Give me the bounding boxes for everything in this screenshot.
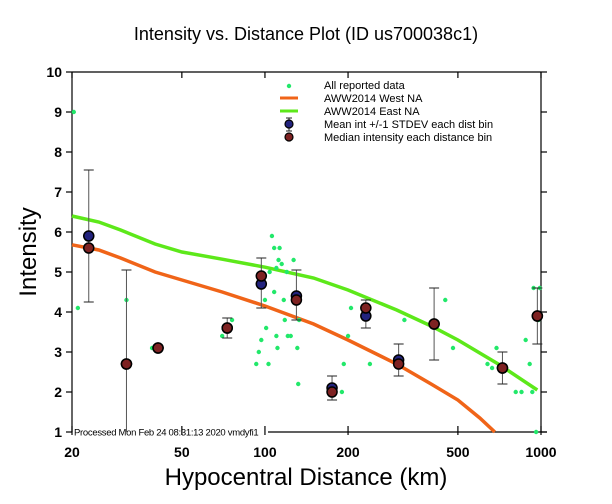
y-tick-label: 4 [54,304,62,320]
reported-data-point [485,361,490,367]
y-tick-label: 8 [54,144,62,160]
reported-data-point [523,337,528,343]
y-tick-label: 3 [54,344,62,360]
legend-item: Mean int +/-1 STDEV each dist bin [284,117,493,132]
reported-data-point [450,345,456,351]
x-tick-label: 100 [253,444,277,460]
legend-label: All reported data [324,80,406,92]
legend-item: AWW2014 East NA [280,106,420,118]
reported-data-point [276,257,281,263]
reported-data-point [519,389,524,395]
median-marker [326,386,338,398]
y-tick-label: 2 [54,384,62,400]
reported-data-point [274,265,279,271]
legend-dot-icon [286,83,292,89]
reported-data-point [533,429,539,435]
legend-median-icon [284,132,294,142]
y-tick-label: 6 [54,224,62,240]
reported-data-point [530,389,535,395]
chart-title: Intensity vs. Distance Plot (ID us700038… [134,24,478,44]
y-tick-label: 9 [54,104,62,120]
legend-label: AWW2014 West NA [324,93,423,105]
reported-data-point [259,337,264,343]
y-tick-label: 1 [54,424,62,440]
reported-data-point [282,317,287,323]
processed-timestamp: Processed Mon Feb 24 08:31:13 2020 vmdyf… [74,428,258,439]
legend-item: Median intensity each distance bin [284,132,492,144]
legend-mean-icon [284,119,294,129]
reported-data-point [345,333,351,339]
y-tick-label: 7 [54,184,62,200]
legend-label: AWW2014 East NA [324,106,420,118]
reported-data-point [281,297,286,303]
y-tick-label: 10 [46,64,62,80]
reported-data-point [71,109,76,115]
reported-data-point [284,269,290,275]
legend-item: All reported data [286,80,406,92]
reported-data-point [494,345,499,351]
west-na-curve [71,243,496,434]
median-marker [120,358,133,370]
reported-data-point [275,345,280,351]
x-tick-label: 200 [336,444,360,460]
reported-data-point [489,365,495,371]
median-marker [392,358,405,370]
reported-data-point [527,361,532,367]
x-tick-label: 1000 [525,444,556,460]
median-marker [496,362,509,374]
y-tick-label: 5 [54,264,62,280]
reported-data-point [443,297,448,303]
reported-data-point [269,233,275,239]
reported-data-point [271,245,277,251]
x-axis-label: Hypocentral Distance (km) [165,464,448,491]
median-marker [531,310,544,322]
mean-marker [83,230,95,242]
reported-data-point [263,325,269,331]
median-marker [83,242,95,254]
reported-data-point [262,297,268,303]
x-tick-label: 500 [446,444,470,460]
median-marker [428,318,440,330]
reported-data-point [296,381,301,387]
reported-data-point [279,261,284,267]
reported-data-point [254,361,259,367]
reported-data-point [256,349,262,355]
reported-data-point [341,361,346,367]
median-marker [255,270,268,282]
median-marker [290,294,303,306]
reported-data-point [288,333,293,339]
median-marker [152,342,164,354]
reported-data-point [295,345,300,351]
reported-data-point [266,361,271,367]
reported-data-point [367,361,373,367]
x-tick-label: 20 [64,444,80,460]
legend-label: Median intensity each distance bin [324,132,492,144]
reported-data-point [219,333,225,339]
reported-data-point [229,317,235,323]
median-marker [221,322,233,334]
reported-data-point [274,333,279,339]
reported-data-point [513,389,518,395]
reported-data-point [277,245,282,251]
median-marker [360,302,372,314]
reported-data-point [75,305,81,311]
y-axis-label: Intensity [15,207,42,296]
reported-data-point [267,269,272,275]
reported-data-point [348,305,354,311]
reported-data-point [291,257,296,263]
x-tick-label: 50 [174,444,190,460]
reported-data-point [339,389,345,395]
legend-label: Mean int +/-1 STDEV each dist bin [324,119,493,131]
legend-item: AWW2014 West NA [280,93,423,105]
reported-data-point [402,317,407,323]
reported-data-point [271,289,277,295]
east-na-curve [71,214,539,392]
